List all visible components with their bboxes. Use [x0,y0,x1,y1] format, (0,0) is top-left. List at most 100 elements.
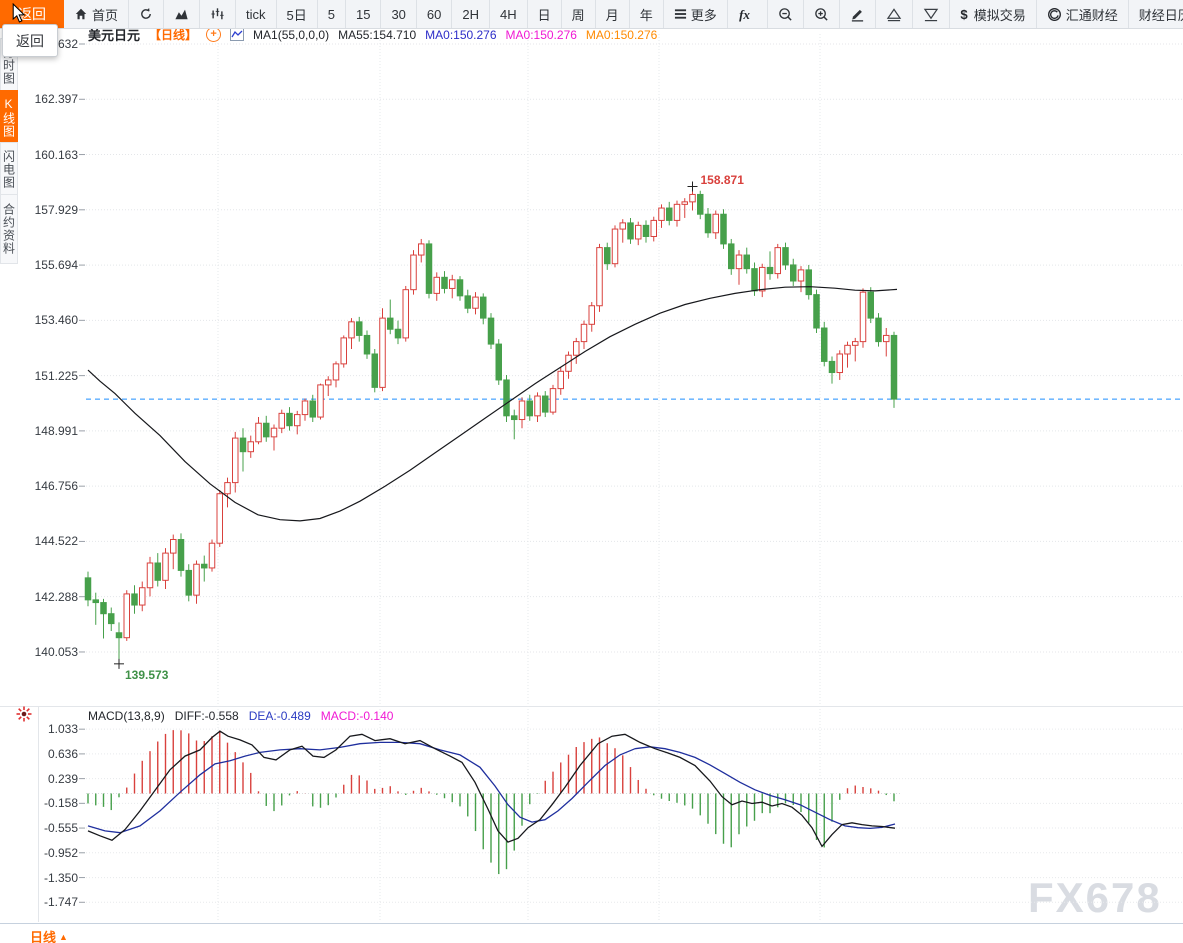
toolbar-5d[interactable]: 5日 [276,0,318,28]
toolbar-label: 首页 [92,7,119,23]
candle [735,250,743,285]
grid-layer [79,34,1183,920]
sidebar-tab-2[interactable]: K线图 [0,90,18,144]
candle [650,216,657,242]
candle [526,394,533,421]
volume-icon [210,7,225,21]
toolbar-draw[interactable] [839,0,876,28]
kline-icon [174,7,189,21]
ma55-value: MA55:154.710 [338,27,417,42]
candle [704,208,712,238]
toolbar-zoom-in[interactable] [803,0,840,28]
toolbar-label: tick [246,6,266,22]
toolbar-home[interactable]: 首页 [64,0,130,28]
huitong-logo-icon [1047,7,1062,22]
macd-axis-label: -1.350 [43,870,78,885]
candle [387,299,394,335]
candle [255,417,262,445]
candle [363,330,371,359]
macd-axis-label: -0.555 [43,821,78,836]
candle [84,571,92,607]
indicator-settings-gear-icon[interactable] [15,705,33,728]
candle [565,351,572,379]
toolbar-more[interactable]: 更多 [663,0,728,28]
toolbar-year[interactable]: 年 [629,0,664,28]
candle [549,384,557,415]
candle [480,293,487,325]
toolbar-week[interactable]: 周 [561,0,596,28]
macd-axis-label: -0.158 [43,796,78,811]
sidebar-tab-4[interactable]: 合约资料 [0,194,18,264]
add-indicator-icon[interactable]: + [206,27,222,42]
toolbar-huitong-finance[interactable]: 汇通财经 [1036,0,1129,28]
candle [115,622,123,664]
toolbar-m15[interactable]: 15 [345,0,382,28]
period-dropdown-arrow-icon: ▲ [59,931,68,942]
toolbar-refresh[interactable] [129,0,165,28]
toolbar-day[interactable]: 日 [527,0,562,28]
toolbar-ohlc-volume[interactable] [200,0,237,28]
period-selector[interactable]: 日线 ▲ [30,927,68,943]
toolbar-triangle-up[interactable] [875,0,913,28]
back-button[interactable]: 返回 [0,0,64,28]
toolbar-triangle-down[interactable] [912,0,950,28]
toolbar-h2[interactable]: 2H [452,0,491,28]
candle [108,607,115,632]
toolbar-m30[interactable]: 30 [381,0,417,28]
toolbar-label: 模拟交易 [973,7,1026,23]
toolbar-h4[interactable]: 4H [490,0,528,28]
period-selector-label: 日线 [30,930,57,943]
toolbar-finance-calendar[interactable]: 财经日历 [1128,0,1183,28]
candle [828,356,836,384]
sidebar-tab-3[interactable]: 闪电图 [0,142,18,196]
candle [394,320,402,345]
toolbar-buttons: 首页 tick 5日 5 15 30 60 2H 4H 日 周 月 年 更多 fx $ 模拟交易 汇通财经 财经日历 [64,0,1183,28]
bottom-axis-bar [0,923,1183,943]
y-axis-label: 148.991 [34,423,78,438]
zoom-out-icon [778,7,793,22]
toolbar-label: 5日 [286,7,307,23]
triangle-up-icon [886,7,902,22]
candle [216,490,223,547]
macd-axis-label: 0.239 [47,771,78,786]
candle [410,250,417,295]
candle [790,258,797,286]
candle [751,262,758,296]
candle [890,331,898,408]
toolbar-label: 日 [537,7,551,23]
toolbar-m60[interactable]: 60 [416,0,453,28]
toolbar-month[interactable]: 月 [595,0,630,28]
candle [611,225,619,268]
low-price-annotation: 139.573 [125,667,169,682]
high-price-annotation: 158.871 [700,172,744,187]
toolbar-sim-trading[interactable]: $ 模拟交易 [949,0,1037,28]
ma0-value-blue: MA0:150.276 [425,27,497,42]
period-label: 【日线】 [149,28,198,42]
candle [697,190,704,220]
mini-chart-icon[interactable] [230,28,245,41]
candle [464,289,471,314]
candle [201,555,208,582]
toolbar-tick[interactable]: tick [236,0,277,28]
toolbar-indicator-fx[interactable]: fx [727,0,768,28]
symbol-name: 美元日元 [88,28,141,43]
candle [588,302,595,332]
y-axis-label: 140.053 [34,644,78,659]
back-tooltip[interactable]: 返回 [2,24,58,57]
toolbar-zoom-out[interactable] [767,0,804,28]
candle [712,210,719,239]
refresh-icon [139,7,153,21]
candle [301,398,309,421]
candle [813,289,820,333]
toolbar-m5[interactable]: 5 [317,0,346,28]
candle [309,394,316,423]
toolbar-label: 30 [391,6,406,22]
candle [100,598,107,639]
macd-params: MACD(13,8,9) [88,709,165,723]
toolbar-kline-chart[interactable] [164,0,201,28]
y-axis-label: 146.756 [34,479,78,494]
macd-axis-label: -0.952 [43,845,78,860]
candle [278,409,285,434]
